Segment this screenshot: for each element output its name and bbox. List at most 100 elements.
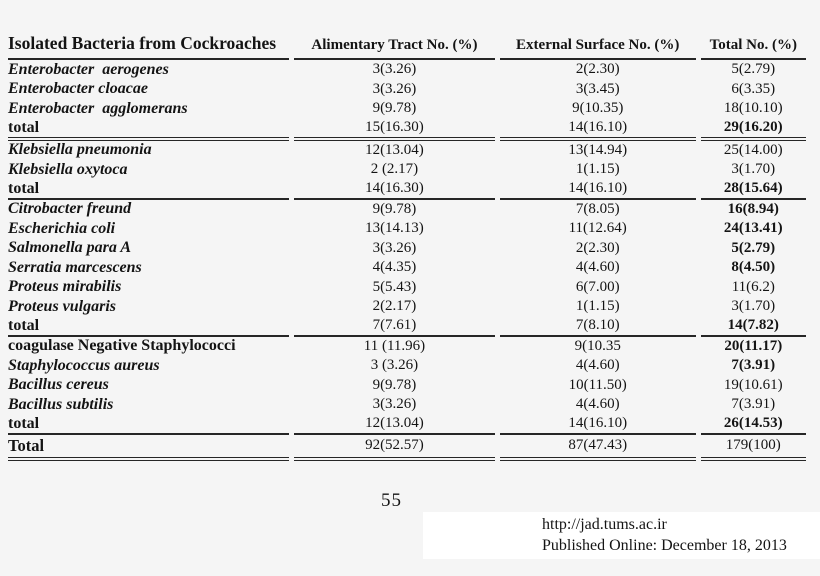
page-number: 55 [381,490,402,511]
bacteria-name-cell: Enterobacter aerogenes [8,60,169,78]
external-surface-cell: 4(4.60) [575,259,620,276]
published-date: Published Online: December 18, 2013 [542,537,787,554]
total-cell: 25(14.00) [723,141,783,158]
alimentary-tract-cell: 3(3.26) [372,80,417,97]
alimentary-tract-cell: 7(7.61) [294,317,495,337]
bacteria-name-cell: Serratia marcescens [8,258,142,276]
bacteria-name-cell: Bacillus subtilis [8,395,114,413]
bacteria-name-cell: Proteus mirabilis [8,278,122,296]
table-row: Enterobacter aerogenes 3(3.26) 2(2.30) 5(2.… [8,60,806,80]
total-cell: 26(14.53) [700,415,806,435]
bacteria-name-cell: Klebsiella oxytoca [8,160,128,178]
table-row: total 14(16.30) 14(16.10) 28(15.64) [8,180,806,200]
external-surface-cell: 14(16.10) [499,119,696,141]
bacteria-name-cell: Escherichia coli [8,219,116,237]
table-row: Klebsiella pneumonia 12(13.04) 13(14.94) 25… [8,141,806,161]
total-cell: 7(3.91) [731,357,776,374]
alimentary-tract-cell: 2(2.17) [372,298,417,315]
total-cell: 18(10.10) [723,100,783,117]
total-cell: 8(4.50) [731,259,776,276]
total-cell: 179(100) [700,435,806,461]
external-surface-cell: 2(2.30) [575,239,620,256]
bacteria-name-cell: Enterobacter cloacae [8,80,148,98]
table-row: total 7(7.61) 7(8.10) 14(7.82) [8,317,806,337]
bacteria-name-cell: Bacillus cereus [8,376,109,394]
table-row: Bacillus subtilis 3(3.26) 4(4.60) 7(3.91) [8,395,806,415]
external-surface-cell: 7(8.10) [499,317,696,337]
alimentary-tract-cell: 3(3.26) [372,396,417,413]
total-cell: 14(7.82) [700,317,806,337]
total-cell: 3(1.70) [731,298,776,315]
journal-url: http://jad.tums.ac.ir [542,516,667,533]
header-external-surface: External Surface No. (%) [499,26,696,60]
bacteria-name-cell: total [8,119,290,141]
total-cell: 11(6.2) [731,278,775,295]
alimentary-tract-cell: 5(5.43) [372,278,417,295]
total-cell: 28(15.64) [700,180,806,200]
bacteria-name-cell: Total [8,435,290,461]
alimentary-tract-cell: 14(16.30) [294,180,495,200]
footer-panel: http://jad.tums.ac.ir Published Online: … [423,512,820,559]
table-row: Escherichia coli 13(14.13) 11(12.64) 24(13.… [8,219,806,239]
external-surface-cell: 10(11.50) [568,376,627,393]
alimentary-tract-cell: 12(13.04) [365,141,424,158]
total-cell: 5(2.79) [731,239,776,256]
external-surface-cell: 1(1.15) [575,161,620,178]
external-surface-cell: 11(12.64) [568,220,627,237]
total-cell: 5(2.79) [731,61,776,78]
alimentary-tract-cell: 3(3.26) [372,61,417,78]
alimentary-tract-cell: 12(13.04) [294,415,495,435]
alimentary-tract-cell: 9(9.78) [372,100,417,117]
total-cell: 29(16.20) [700,119,806,141]
table-header: Isolated Bacteria from Cockroaches Alime… [8,26,806,60]
bacteria-name-cell: Citrobacter freund [8,200,132,218]
header-alimentary-tract: Alimentary Tract No. (%) [294,26,495,60]
external-surface-cell: 9(10.35) [572,100,624,117]
bacteria-name-cell: Proteus vulgaris [8,297,117,315]
bacteria-name-cell: Klebsiella pneumonia [8,141,152,159]
total-cell: 7(3.91) [731,396,776,413]
header-isolated-bacteria: Isolated Bacteria from Cockroaches [8,26,290,60]
table-row: total 12(13.04) 14(16.10) 26(14.53) [8,415,806,435]
table-row: Bacillus cereus 9(9.78) 10(11.50) 19(10.61) [8,376,806,396]
table-row: Serratia marcescens 4(4.35) 4(4.60) 8(4.50) [8,258,806,278]
table-row: Klebsiella oxytoca 2 (2.17) 1(1.15) 3(1.70) [8,160,806,180]
bacteria-name-cell: total [8,415,290,435]
table-row: Citrobacter freund 9(9.78) 7(8.05) 16(8.94) [8,200,806,220]
external-surface-cell: 14(16.10) [499,180,696,200]
table-row: Proteus vulgaris 2(2.17) 1(1.15) 3(1.70) [8,297,806,317]
table-row: total 15(16.30) 14(16.10) 29(16.20) [8,119,806,141]
alimentary-tract-cell: 4(4.35) [372,259,417,276]
external-surface-cell: 2(2.30) [575,61,620,78]
alimentary-tract-cell: 9(9.78) [372,376,417,393]
alimentary-tract-cell: 3 (3.26) [370,357,419,374]
external-surface-cell: 1(1.15) [575,298,620,315]
total-cell: 20(11.17) [724,337,783,354]
external-surface-cell: 3(3.45) [575,80,620,97]
bacteria-name-cell: Enterobacter agglomerans [8,99,188,117]
external-surface-cell: 6(7.00) [575,278,620,295]
alimentary-tract-cell: 92(52.57) [294,435,495,461]
bacteria-name-cell: Staphylococcus aureus [8,356,160,374]
alimentary-tract-cell: 13(14.13) [365,220,424,237]
bacteria-name-cell: coagulase Negative Staphylococci [8,337,236,355]
bacteria-name-cell: total [8,180,290,200]
bacteria-name-cell: total [8,317,290,337]
table-row: Total 92(52.57) 87(47.43) 179(100) [8,435,806,461]
total-cell: 24(13.41) [723,220,783,237]
external-surface-cell: 13(14.94) [568,141,628,158]
table-body: Enterobacter aerogenes 3(3.26) 2(2.30) 5(2.… [8,60,806,461]
alimentary-tract-cell: 9(9.78) [372,200,417,217]
external-surface-cell: 4(4.60) [575,396,620,413]
alimentary-tract-cell: 11 (11.96) [363,337,426,354]
total-cell: 16(8.94) [727,200,779,217]
external-surface-cell: 87(47.43) [499,435,696,461]
alimentary-tract-cell: 3(3.26) [372,239,417,256]
external-surface-cell: 4(4.60) [575,357,620,374]
header-row: Isolated Bacteria from Cockroaches Alime… [8,26,806,60]
table-row: Enterobacter cloacae 3(3.26) 3(3.45) 6(3.35… [8,80,806,100]
total-cell: 3(1.70) [731,161,776,178]
external-surface-cell: 14(16.10) [499,415,696,435]
table-row: Enterobacter agglomerans 9(9.78) 9(10.35) 1… [8,99,806,119]
